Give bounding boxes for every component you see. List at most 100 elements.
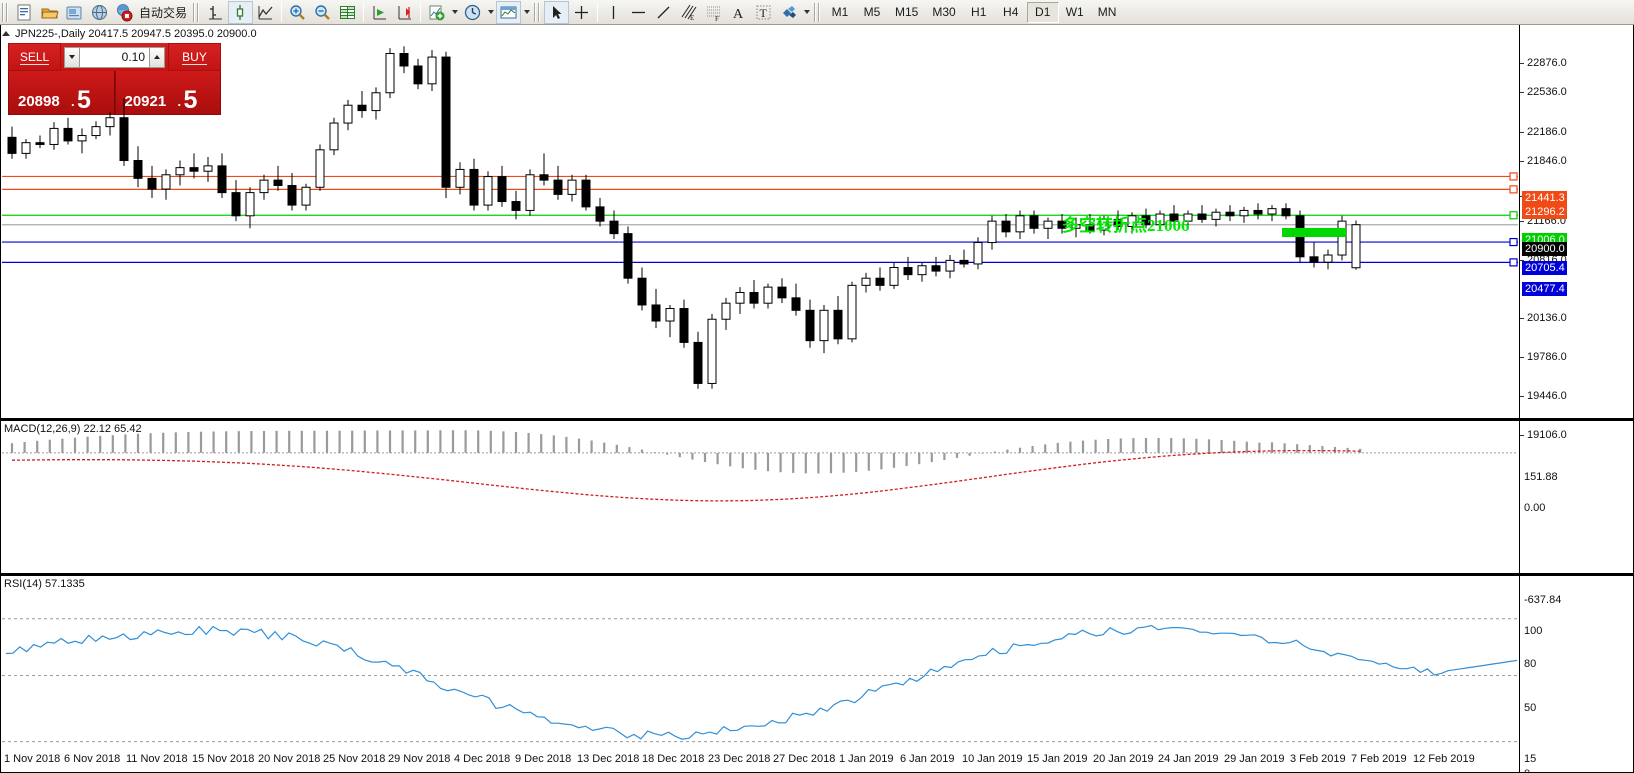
new-order-icon[interactable]	[12, 1, 37, 24]
chart-shift-icon[interactable]	[392, 1, 417, 24]
time-axis-label: 13 Dec 2018	[577, 753, 640, 765]
text-label-icon[interactable]: A	[726, 1, 751, 24]
auto-trading-icon[interactable]	[112, 1, 137, 24]
globe-icon[interactable]	[87, 1, 112, 24]
toolbar-grip-2[interactable]	[193, 2, 201, 22]
price-tick-label: 19786.0	[1527, 351, 1567, 363]
cursor-arrow-icon[interactable]	[544, 0, 570, 24]
toolbar-separator-4	[597, 2, 599, 22]
sell-label: SELL	[19, 49, 50, 65]
status-badge[interactable]: 20477.4	[1522, 282, 1567, 296]
bar-chart-icon[interactable]	[203, 1, 228, 24]
buy-button[interactable]: BUY	[168, 43, 221, 71]
timeframe-d1[interactable]: D1	[1026, 1, 1059, 23]
periods-dropdown-arrow-icon[interactable]	[485, 1, 496, 24]
shapes-dropdown-arrow-icon[interactable]	[801, 1, 812, 24]
rsi-axis-label: 80	[1524, 658, 1537, 670]
price-level-line[interactable]	[2, 237, 1518, 247]
price-tick-label: 20816.0	[1527, 254, 1567, 266]
volume-decrease-button[interactable]	[64, 46, 80, 68]
time-axis-label: 25 Nov 2018	[323, 753, 386, 765]
status-badge[interactable]: 20900.0	[1522, 242, 1567, 256]
chart-area: JPN225-,Daily 20417.5 20947.5 20395.0 20…	[0, 25, 1634, 773]
zoom-out-icon[interactable]	[310, 1, 335, 24]
trendline-icon[interactable]	[651, 1, 676, 24]
bid-price-button[interactable]: 20898 . 5	[8, 71, 115, 115]
time-axis-label: 23 Dec 2018	[708, 753, 771, 765]
ask-price-main: 20921	[124, 93, 167, 110]
price-level-line[interactable]	[2, 185, 1518, 194]
chart-canvas[interactable]	[0, 25, 1634, 773]
timeframe-h4[interactable]: H4	[1003, 5, 1019, 19]
toolbar-grip-3[interactable]	[534, 2, 542, 22]
price-tick	[1520, 396, 1524, 397]
price-tick	[1520, 161, 1524, 162]
main-toolbar: 自动交易	[0, 0, 1634, 25]
macd-axis-label: 0.00	[1524, 502, 1546, 514]
highlight-rectangle	[1282, 228, 1346, 237]
volume-control: 0.10	[61, 43, 168, 71]
crosshair-icon[interactable]	[569, 1, 594, 24]
templates-icon[interactable]	[496, 0, 522, 24]
one-click-trading-panel: SELL 0.10 BUY 20898 . 5 20921	[8, 43, 221, 115]
auto-trading-label[interactable]: 自动交易	[139, 5, 188, 20]
pane-separator-macd[interactable]	[0, 418, 1634, 421]
timeframe-m1[interactable]: M1	[831, 5, 849, 19]
chart-title-bar: JPN225-,Daily 20417.5 20947.5 20395.0 20…	[2, 27, 257, 40]
add-indicator-dropdown-arrow-icon[interactable]	[449, 1, 460, 24]
svg-text:F: F	[715, 15, 719, 22]
macd-series	[2, 430, 1518, 502]
line-chart-icon[interactable]	[253, 1, 278, 24]
vertical-line-icon[interactable]	[601, 1, 626, 24]
price-tick	[1520, 260, 1524, 261]
time-axis-label: 1 Nov 2018	[4, 753, 61, 765]
candlestick-chart-icon[interactable]	[228, 0, 254, 24]
templates-dropdown-arrow-icon[interactable]	[521, 1, 532, 24]
price-level-line[interactable]	[2, 258, 1518, 267]
add-indicator-icon[interactable]	[424, 1, 449, 24]
timeframe-m30[interactable]: M30	[932, 5, 956, 19]
page-title: JPN225-,Daily 20417.5 20947.5 20395.0 20…	[15, 27, 257, 40]
collapse-triangle-icon[interactable]	[2, 31, 10, 36]
shapes-icon[interactable]	[776, 1, 801, 24]
buy-label: BUY	[182, 49, 207, 65]
horizontal-line-icon[interactable]	[626, 1, 651, 24]
timeframe-mn[interactable]: MN	[1097, 5, 1117, 19]
macd-label: MACD(12,26,9) 22.12 65.42	[4, 423, 142, 435]
status-badge[interactable]: 20705.4	[1522, 261, 1567, 275]
bid-price-main: 20898	[18, 93, 60, 110]
folder-icon[interactable]	[37, 1, 62, 24]
price-level-line[interactable]	[2, 172, 1518, 181]
volume-input[interactable]: 0.10	[80, 46, 149, 68]
zoom-in-icon[interactable]	[285, 1, 310, 24]
time-axis-label: 1 Jan 2019	[839, 753, 894, 765]
text-box-icon[interactable]: T	[751, 1, 776, 24]
rsi-axis-label: 50	[1524, 702, 1537, 714]
macd-axis-label: 151.88	[1524, 471, 1558, 483]
fibonacci-retracement-icon[interactable]: F	[701, 1, 726, 24]
pane-separator-rsi[interactable]	[0, 573, 1634, 576]
sell-button[interactable]: SELL	[8, 43, 61, 71]
toolbar-grip-4[interactable]	[814, 2, 822, 22]
timeframe-h1[interactable]: H1	[971, 5, 987, 19]
status-badge[interactable]: 21441.3	[1522, 191, 1567, 205]
price-tick	[1520, 63, 1524, 64]
time-axis-label: 4 Dec 2018	[454, 753, 511, 765]
equidistant-channel-icon[interactable]: E	[676, 1, 701, 24]
price-level-line[interactable]	[2, 211, 1518, 220]
status-badge[interactable]: 21296.2	[1522, 205, 1567, 219]
timeframe-m15[interactable]: M15	[895, 5, 919, 19]
toolbar-grip[interactable]	[2, 2, 9, 22]
auto-scroll-icon[interactable]	[367, 1, 392, 24]
timeframe-m5[interactable]: M5	[863, 5, 881, 19]
volume-increase-button[interactable]	[149, 46, 165, 68]
news-icon[interactable]	[62, 1, 87, 24]
time-axis-label: 12 Feb 2019	[1413, 753, 1475, 765]
periods-icon[interactable]	[460, 1, 485, 24]
time-axis-label: 11 Nov 2018	[126, 753, 188, 765]
price-tick	[1520, 357, 1524, 358]
timeframe-w1[interactable]: W1	[1065, 5, 1084, 19]
data-window-icon[interactable]	[335, 1, 360, 24]
ask-price-button[interactable]: 20921 . 5	[114, 71, 221, 115]
pivot-annotation-text: 多空转折点21006	[1062, 216, 1190, 235]
